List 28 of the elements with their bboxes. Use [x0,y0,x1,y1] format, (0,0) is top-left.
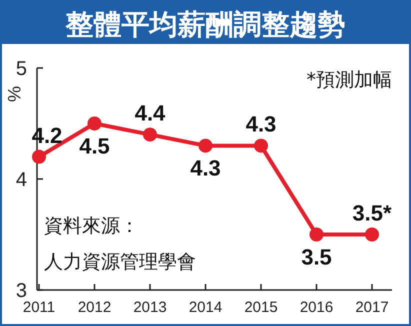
chart-title: 整體平均薪酬調整趨勢 [64,8,346,41]
annotation: 資料來源： [44,215,139,237]
point [143,128,157,142]
data-label: 3.5 [301,244,332,270]
x-tick-label: 2011 [22,299,56,316]
point [365,228,379,242]
point [88,116,102,130]
data-label: 4.3 [190,156,221,181]
y-tick-label: 5 [16,58,27,80]
y-tick-label: 4 [16,169,27,191]
point [198,138,212,153]
x-tick-label: 2014 [188,299,222,316]
annotation: *預測加幅 [306,69,392,91]
x-tick-label: 2017 [355,299,389,316]
x-tick-label: 2012 [78,299,112,316]
y-axis-title: % [4,86,24,102]
data-label: 4.5 [79,134,110,158]
x-tick-label: 2013 [133,299,167,316]
point [32,150,46,164]
point [254,138,268,153]
annotation: 人力資源管理學會 [44,251,196,273]
data-label: 3.5* [352,200,392,226]
x-tick-label: 2016 [300,299,334,316]
point [310,228,324,242]
x-tick-label: 2015 [244,299,278,316]
data-label: 4.3 [246,112,276,137]
data-label: 4.4 [134,100,166,126]
y-tick-label: 3 [16,280,27,302]
